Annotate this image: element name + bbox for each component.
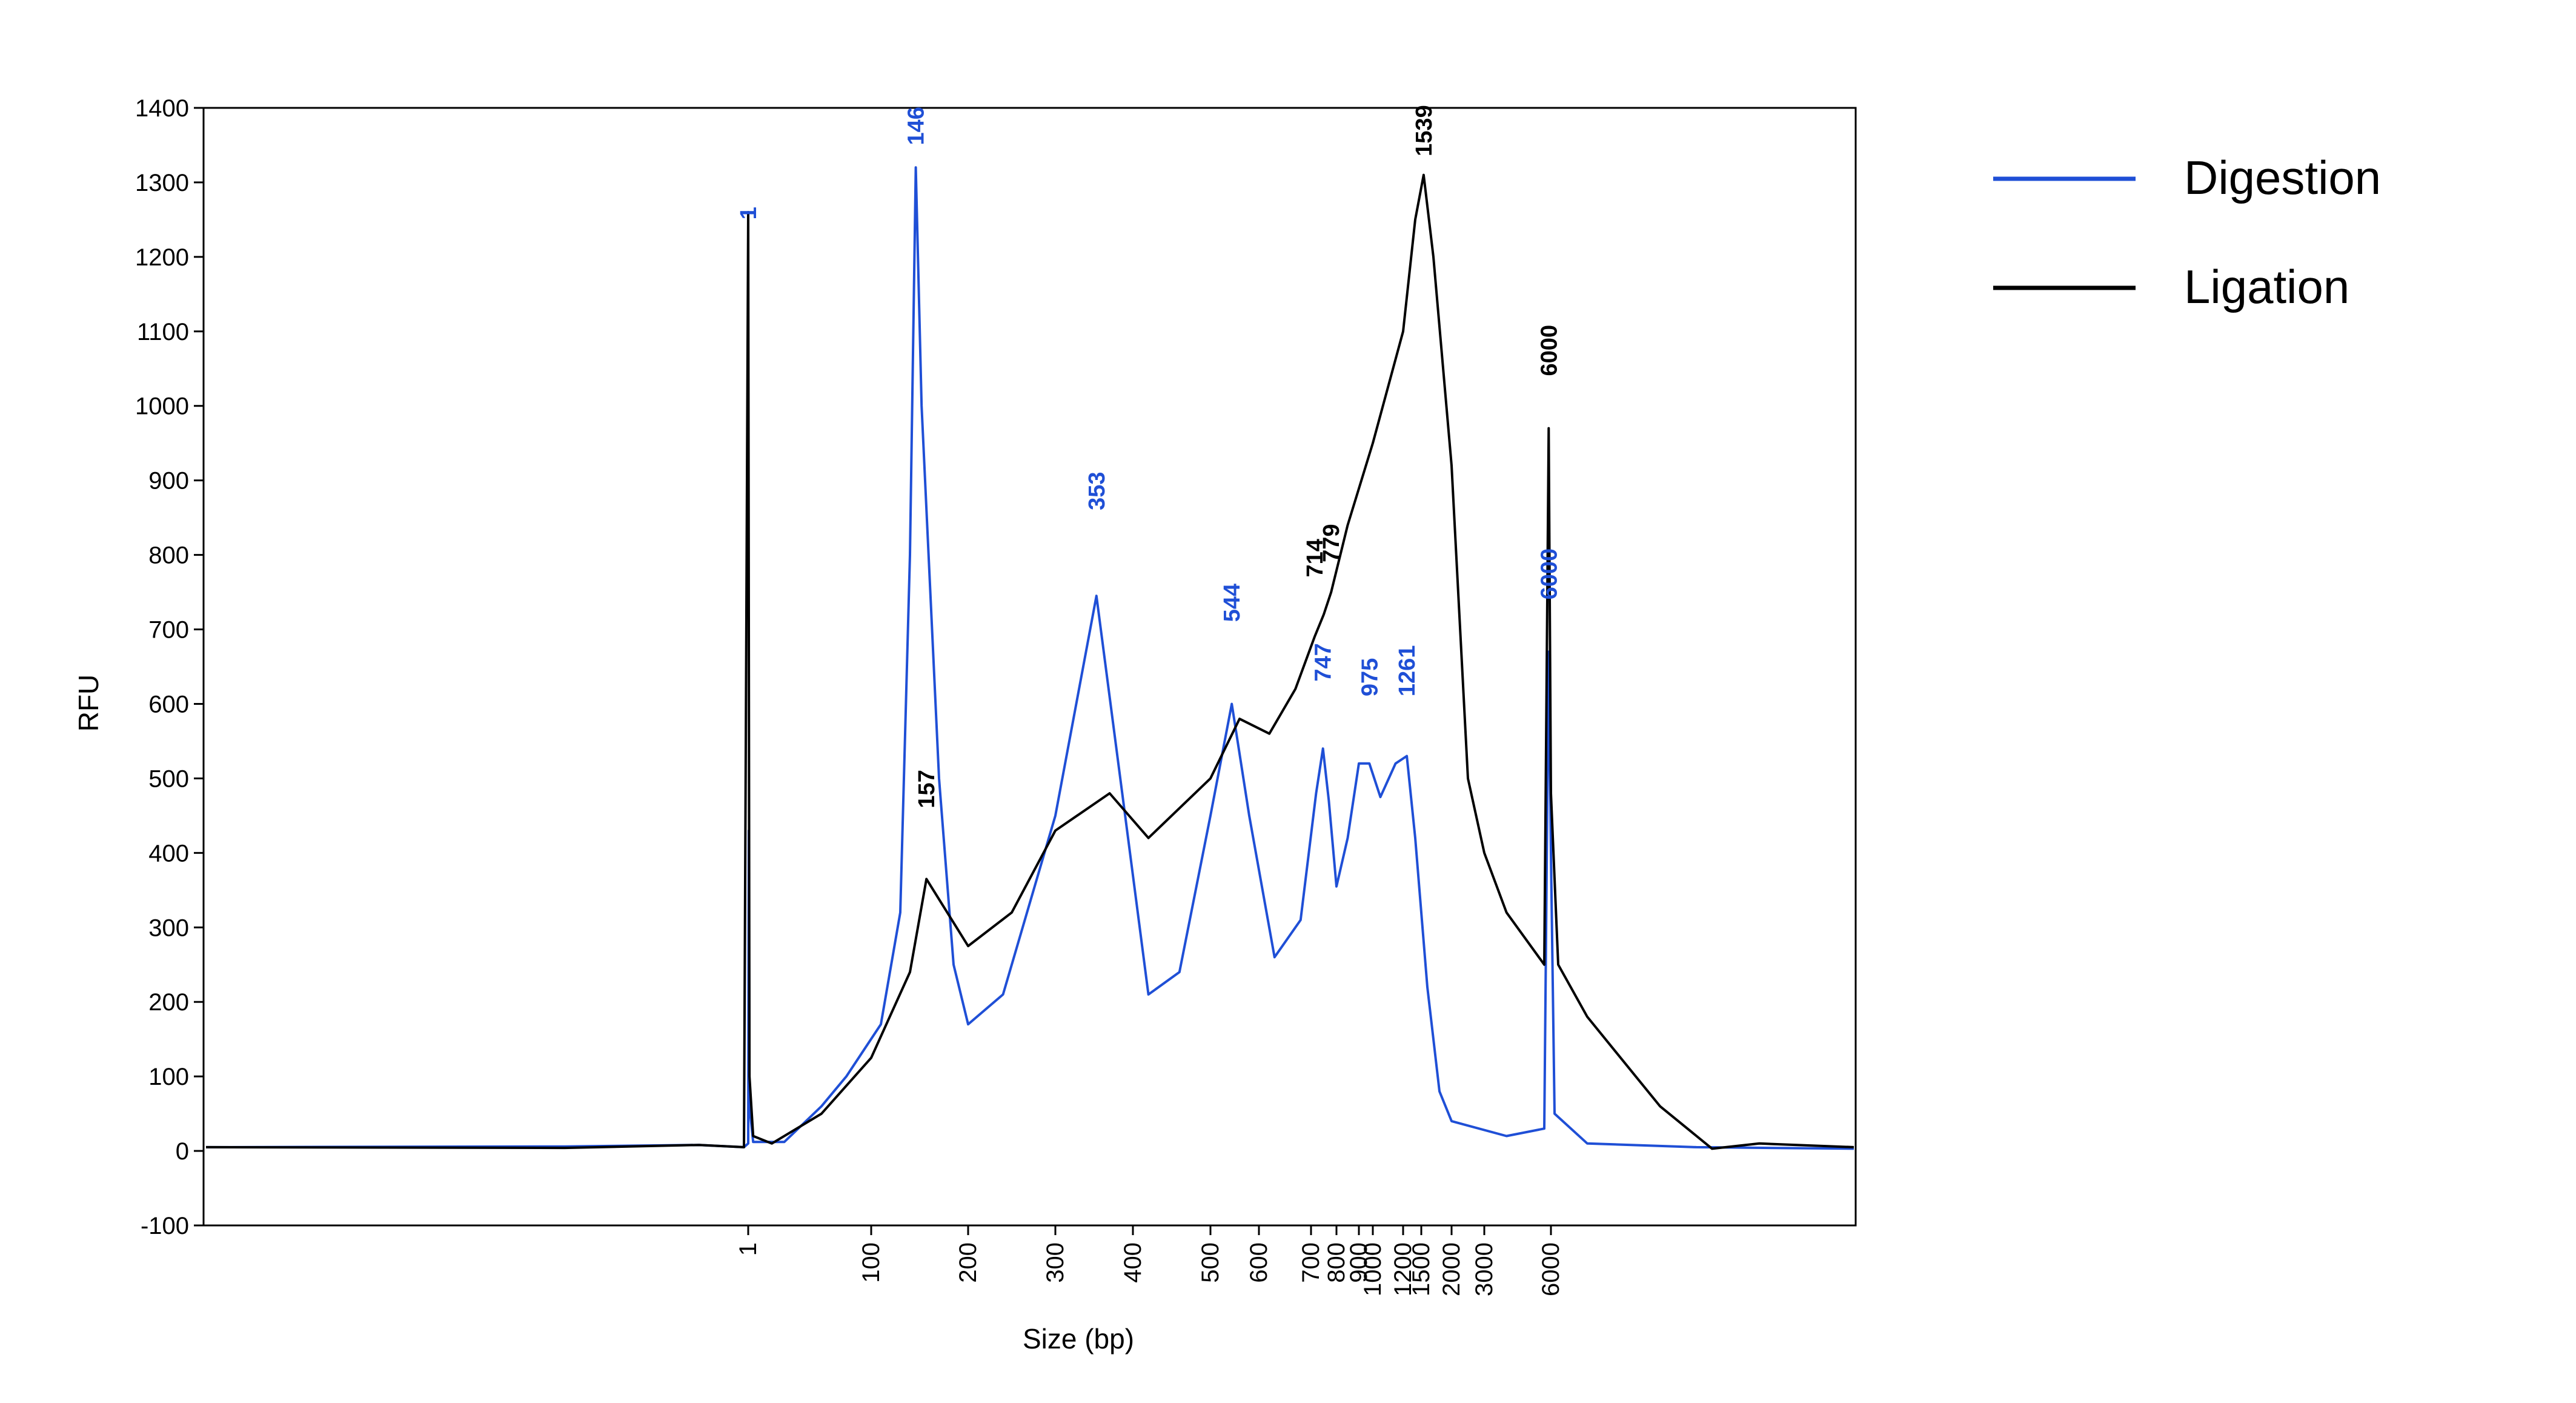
peak-label: 146	[904, 107, 929, 145]
peak-label: 353	[1084, 472, 1110, 510]
y-tick-label: -100	[141, 1213, 189, 1239]
x-tick-label: 900	[1346, 1242, 1372, 1283]
y-axis-title: RFU	[73, 675, 104, 732]
x-tick-label: 3000	[1471, 1242, 1498, 1296]
peak-label: 1261	[1395, 645, 1420, 697]
peak-label: 544	[1220, 584, 1245, 622]
y-tick-label: 900	[148, 468, 189, 495]
y-tick-label: 1300	[135, 170, 189, 196]
series-line-ligation	[205, 173, 1854, 1150]
x-tick-label: 200	[955, 1242, 981, 1283]
peak-label: 747	[1311, 643, 1336, 681]
plot-area-border	[202, 107, 1857, 1227]
y-axis: -100 0 100 200 300 400 500 600 700 800 900 1000 1100…	[135, 95, 204, 1239]
y-tick-label: 100	[148, 1064, 189, 1090]
y-tick-label: 400	[148, 840, 189, 867]
legend: Digestion Ligation	[1993, 151, 2381, 313]
peak-label: 975	[1357, 658, 1383, 696]
x-tick-label: 600	[1246, 1242, 1272, 1283]
peak-label: 1539	[1412, 105, 1437, 156]
legend-label-digestion: Digestion	[2184, 151, 2381, 204]
y-tick-label: 1000	[135, 393, 189, 420]
y-tick-label: 500	[148, 765, 189, 792]
peak-label: 714	[1303, 539, 1328, 577]
peak-label: 157	[914, 770, 940, 808]
series-line-digestion	[205, 166, 1854, 1150]
legend-label-ligation: Ligation	[2184, 260, 2349, 313]
x-tick-label: 500	[1197, 1242, 1224, 1283]
y-tick-label: 600	[148, 691, 189, 718]
x-tick-label: 1500	[1408, 1242, 1435, 1296]
x-tick-label: 800	[1323, 1242, 1350, 1283]
peak-label: 6000	[1536, 325, 1562, 376]
plot-frame	[202, 107, 1857, 1227]
x-axis-title: Size (bp)	[1023, 1323, 1134, 1355]
y-tick-label: 200	[148, 989, 189, 1016]
x-tick-label: 400	[1120, 1242, 1146, 1283]
peak-label: 1	[736, 207, 762, 219]
peak-label: 6000	[1536, 548, 1562, 600]
x-tick-label: 300	[1042, 1242, 1069, 1283]
y-tick-label: 800	[148, 542, 189, 569]
x-tick-label: 100	[858, 1242, 885, 1283]
x-tick-label: 700	[1298, 1242, 1324, 1283]
x-tick-label: 2000	[1438, 1242, 1465, 1296]
y-tick-label: 300	[148, 915, 189, 941]
x-tick-label: 1000	[1359, 1242, 1386, 1296]
y-tick-label: 1200	[135, 244, 189, 271]
x-tick-label: 1200	[1390, 1242, 1416, 1296]
y-tick-label: 1400	[135, 95, 189, 122]
peak-label: 779	[1319, 524, 1344, 562]
y-tick-label: 700	[148, 617, 189, 644]
y-tick-label: 0	[176, 1138, 189, 1165]
x-tick-label: 1	[735, 1242, 762, 1256]
y-tick-label: 1100	[137, 319, 189, 345]
x-tick-label: 6000	[1538, 1242, 1564, 1296]
series-layer	[205, 166, 1854, 1150]
